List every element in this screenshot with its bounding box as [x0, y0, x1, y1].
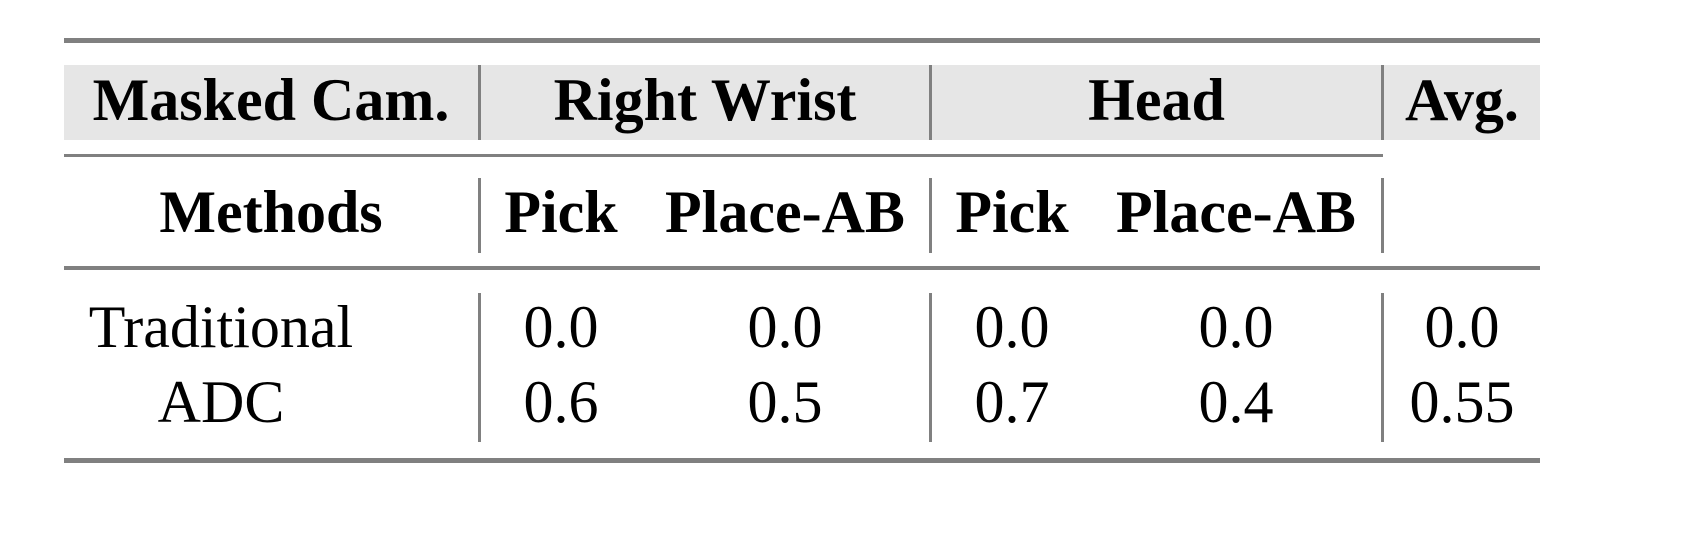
table-cell: 0.0	[747, 294, 823, 360]
header-band	[64, 65, 1540, 140]
subheader-pick: Pick	[955, 179, 1069, 245]
col-separator	[929, 178, 932, 253]
col-separator	[1381, 178, 1384, 253]
table-cell: 0.0	[1198, 294, 1274, 360]
header-methods: Methods	[159, 179, 383, 245]
bottom-rule	[64, 458, 1540, 463]
subheader-pick: Pick	[504, 179, 618, 245]
table-cell: 0.0	[974, 294, 1050, 360]
method-name: Traditional	[88, 294, 354, 360]
mid-rule	[64, 266, 1540, 270]
table-cell: 0.5	[747, 369, 823, 435]
col-separator	[1381, 65, 1384, 140]
col-separator	[1381, 293, 1384, 442]
top-rule	[64, 38, 1540, 43]
col-separator	[478, 293, 481, 442]
table-cell: 0.0	[523, 294, 599, 360]
col-separator	[478, 178, 481, 253]
header-avg: Avg.	[1405, 67, 1519, 133]
avg-cell: 0.0	[1424, 294, 1500, 360]
subheader-place-ab: Place-AB	[1116, 179, 1356, 245]
header-masked-cam: Masked Cam.	[92, 67, 450, 133]
col-separator	[929, 65, 932, 140]
group-rule	[64, 154, 1383, 157]
method-name: ADC	[157, 369, 285, 435]
col-separator	[929, 293, 932, 442]
table-cell: 0.7	[974, 369, 1050, 435]
subheader-place-ab: Place-AB	[665, 179, 905, 245]
avg-cell: 0.55	[1409, 369, 1515, 435]
col-separator	[478, 65, 481, 140]
table-cell: 0.6	[523, 369, 599, 435]
header-group-head: Head	[1088, 67, 1225, 133]
header-group-right-wrist: Right Wrist	[553, 67, 857, 133]
table-cell: 0.4	[1198, 369, 1274, 435]
